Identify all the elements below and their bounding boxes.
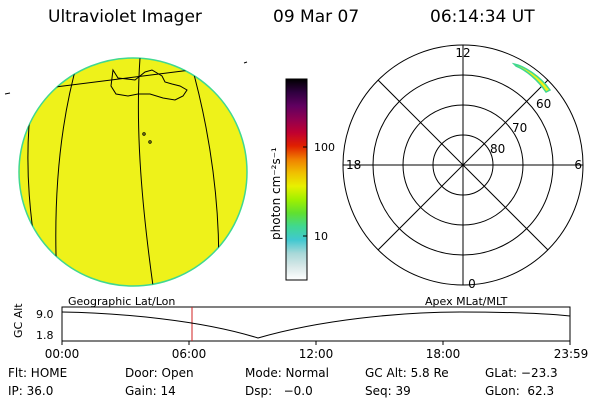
observation-date: 09 Mar 07 (273, 7, 360, 27)
strip-x-tick: 00:00 (45, 347, 80, 361)
strip-x-tick: 23:59 (554, 347, 589, 361)
island (142, 132, 146, 136)
dsp-value: Dsp: −0.0 (245, 384, 313, 398)
strip-y-tick: 9.0 (36, 308, 54, 321)
lat-label: 60 (536, 97, 551, 111)
lat-label: 70 (512, 121, 527, 135)
ip-value: IP: 36.0 (8, 384, 54, 398)
polar-plot (342, 44, 584, 286)
colorbar-unit-label: photon cm⁻²s⁻¹ (269, 147, 283, 240)
coastline (110, 68, 188, 101)
strip-x-tick: 06:00 (172, 347, 207, 361)
lat-label: 80 (490, 142, 505, 156)
geographic-disk (4, 57, 248, 287)
sequence-number: Seq: 39 (365, 384, 411, 398)
mlt-diagonal (377, 79, 549, 251)
longitude-line (137, 58, 156, 286)
mode-status: Mode: Normal (245, 366, 329, 380)
strip-axis-label: GC Alt (12, 303, 25, 338)
latitude-line (4, 92, 11, 95)
flight-status: Flt: HOME (8, 366, 68, 380)
colorbar-tick-label: 10 (314, 230, 328, 243)
colorbar: 100 10 photon cm⁻²s⁻¹ (269, 78, 335, 281)
mlt-label-left: 18 (346, 158, 361, 172)
colorbar-ticks (303, 146, 307, 237)
geographic-latitude: GLat: −23.3 (485, 366, 558, 380)
mlt-label-right: 6 (574, 158, 582, 172)
projection-label-left: Geographic Lat/Lon (68, 295, 175, 308)
earth-disk (18, 57, 248, 287)
observation-time: 06:14:34 UT (430, 7, 535, 27)
altitude-curve (61, 311, 571, 339)
strip-x-tick: 12:00 (299, 347, 334, 361)
gc-altitude: GC Alt: 5.8 Re (365, 366, 449, 380)
strip-x-tick: 18:00 (426, 347, 461, 361)
altitude-strip: Geographic Lat/Lon Apex MLat/MLT GC Alt … (12, 295, 588, 361)
projection-label-right: Apex MLat/MLT (425, 295, 508, 308)
instrument-title: Ultraviolet Imager (48, 7, 202, 27)
colorbar-tick-label: 100 (314, 141, 335, 154)
auroral-emission (511, 62, 552, 93)
strip-y-tick: 1.8 (36, 329, 54, 342)
island (148, 140, 152, 144)
strip-x-ticks (61, 341, 571, 345)
geographic-longitude: GLon: 62.3 (485, 384, 555, 398)
mlt-label-bottom: 0 (468, 277, 476, 291)
door-status: Door: Open (125, 366, 194, 380)
colorbar-scale (285, 78, 308, 281)
gain-value: Gain: 14 (125, 384, 176, 398)
latitude-line (243, 61, 248, 64)
mlt-label-top: 12 (455, 46, 470, 60)
